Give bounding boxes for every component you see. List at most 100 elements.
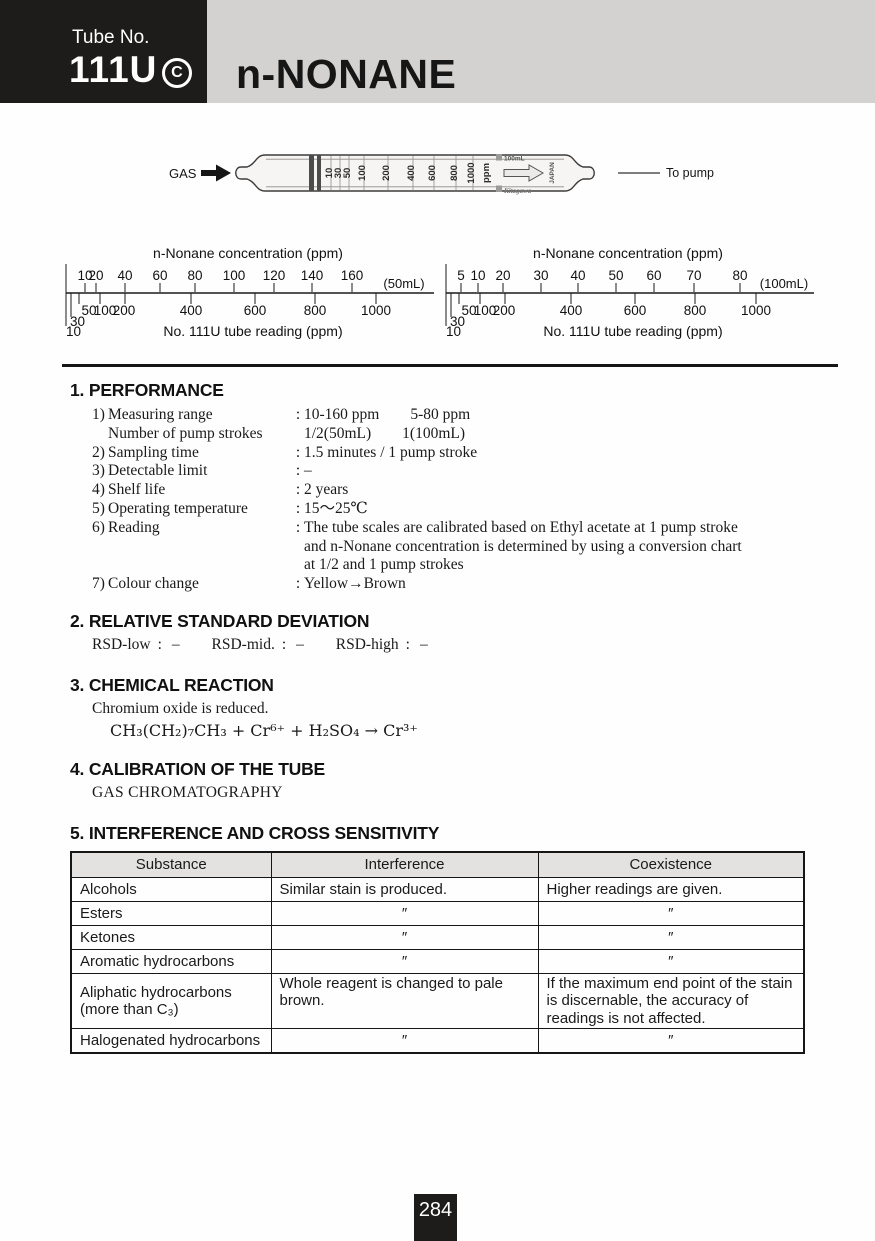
svg-text:100: 100 bbox=[357, 165, 368, 181]
performance-row: 1) Measuring range:10-160 ppm 5-80 ppm bbox=[92, 406, 471, 423]
to-pump-label: To pump bbox=[666, 166, 714, 180]
svg-text:200: 200 bbox=[493, 303, 516, 318]
svg-text:30: 30 bbox=[533, 268, 548, 283]
rsd-mid: RSD-mid.: – bbox=[211, 635, 304, 653]
tube-volume-label: 100mL bbox=[504, 156, 525, 163]
circled-c-mark: C bbox=[162, 58, 193, 88]
tube-number-label: Tube No. bbox=[72, 27, 150, 48]
performance-row: 7) Colour change: Yellow→Brown bbox=[92, 575, 406, 593]
svg-text:70: 70 bbox=[686, 268, 701, 283]
rsd-low: RSD-low: – bbox=[92, 635, 180, 653]
svg-text:ppm: ppm bbox=[481, 163, 492, 183]
performance-row: 5) Operating temperature:15～25℃ bbox=[92, 499, 368, 517]
table-row: Alcohols Similar stain is produced. High… bbox=[70, 876, 805, 902]
column-header-substance: Substance bbox=[70, 851, 272, 878]
svg-text:1000: 1000 bbox=[741, 303, 771, 318]
svg-text:5: 5 bbox=[457, 268, 465, 283]
conversion-charts: n-Nonane concentration (ppm) 10 20 40 60 80 10… bbox=[58, 238, 875, 341]
svg-text:200: 200 bbox=[113, 303, 136, 318]
svg-text:80: 80 bbox=[732, 268, 747, 283]
svg-text:800: 800 bbox=[684, 303, 707, 318]
svg-text:60: 60 bbox=[152, 268, 167, 283]
performance-heading: 1. PERFORMANCE bbox=[70, 380, 224, 400]
svg-text:(100mL): (100mL) bbox=[760, 276, 808, 291]
svg-text:120: 120 bbox=[263, 268, 286, 283]
tube-print-mark bbox=[496, 185, 502, 192]
svg-text:50: 50 bbox=[342, 168, 353, 179]
svg-text:50: 50 bbox=[461, 303, 476, 318]
svg-text:400: 400 bbox=[560, 303, 583, 318]
page-header: Tube No. 111U C n-NONANE bbox=[0, 0, 875, 103]
performance-list: 1) Measuring range:10-160 ppm 5-80 ppm Nu… bbox=[92, 406, 839, 594]
chemical-reaction-heading: 3. CHEMICAL REACTION bbox=[70, 674, 274, 695]
svg-text:(50mL): (50mL) bbox=[383, 276, 424, 291]
svg-text:600: 600 bbox=[244, 303, 267, 318]
performance-row: Number of pump strokes 1/2(50mL) 1(100mL) bbox=[108, 424, 466, 442]
gas-label: GAS bbox=[169, 166, 197, 181]
page-content: 1. PERFORMANCE 1) Measuring range:10-160 … bbox=[0, 380, 875, 1055]
svg-text:600: 600 bbox=[624, 303, 647, 318]
svg-text:n-Nonane concentration (ppm): n-Nonane concentration (ppm) bbox=[533, 245, 723, 261]
svg-text:No. 111U tube reading (ppm): No. 111U tube reading (ppm) bbox=[543, 323, 722, 339]
performance-row: 4) Shelf life:2 years bbox=[92, 481, 349, 499]
calibration-method: GAS CHROMATOGRAPHY bbox=[92, 783, 283, 801]
svg-text:800: 800 bbox=[449, 165, 460, 181]
interference-heading: 5. INTERFERENCE AND CROSS SENSITIVITY bbox=[70, 822, 440, 843]
svg-text:160: 160 bbox=[341, 268, 364, 283]
svg-text:50: 50 bbox=[608, 268, 623, 283]
svg-text:100: 100 bbox=[94, 303, 117, 318]
svg-text:1000: 1000 bbox=[466, 162, 477, 183]
interference-table: Substance Interference Coexistence Alcoh… bbox=[70, 850, 805, 1055]
tube-brand-label: Kitagawa bbox=[503, 187, 532, 195]
svg-text:40: 40 bbox=[570, 268, 585, 283]
svg-text:140: 140 bbox=[301, 268, 324, 283]
table-header-row: Substance Interference Coexistence bbox=[70, 851, 805, 878]
tube-number-box: Tube No. 111U C bbox=[0, 0, 207, 103]
svg-text:50: 50 bbox=[81, 303, 96, 318]
table-row: Esters ″ ″ bbox=[70, 900, 805, 926]
svg-text:10: 10 bbox=[324, 168, 335, 179]
tube-print-mark bbox=[496, 154, 502, 161]
section-divider bbox=[62, 364, 838, 367]
column-header-interference: Interference bbox=[270, 851, 539, 878]
conversion-chart-100ml: n-Nonane concentration (ppm) 5 10 20 30 40 50 6… bbox=[445, 245, 814, 339]
rsd-values: RSD-low: – RSD-mid.: – RSD-high: – bbox=[92, 636, 839, 654]
svg-text:40: 40 bbox=[117, 268, 132, 283]
svg-text:20: 20 bbox=[495, 268, 510, 283]
performance-row: 2) Sampling time:1.5 minutes / 1 pump str… bbox=[92, 443, 478, 461]
calibration-heading: 4. CALIBRATION OF THE TUBE bbox=[70, 758, 326, 779]
svg-text:No. 111U tube reading (ppm): No. 111U tube reading (ppm) bbox=[163, 323, 342, 339]
svg-text:100: 100 bbox=[223, 268, 246, 283]
svg-text:20: 20 bbox=[88, 268, 103, 283]
table-row: Halogenated hydrocarbons ″ ″ bbox=[70, 1028, 805, 1054]
svg-text:10: 10 bbox=[446, 324, 461, 339]
tube-number: 111U C bbox=[69, 49, 193, 91]
tube-seal-band bbox=[309, 155, 314, 191]
rsd-high: RSD-high: – bbox=[335, 635, 428, 653]
column-header-coexistence: Coexistence bbox=[537, 851, 805, 878]
svg-text:1000: 1000 bbox=[361, 303, 391, 318]
page-number: 284 bbox=[418, 1199, 453, 1221]
page-title: n-NONANE bbox=[236, 51, 457, 97]
svg-text:30: 30 bbox=[333, 168, 344, 179]
svg-text:10: 10 bbox=[77, 268, 92, 283]
flow-direction-arrow-icon bbox=[503, 164, 545, 182]
svg-text:10: 10 bbox=[66, 324, 81, 339]
performance-row: 6) Reading: The tube scales are calibrated… bbox=[92, 518, 742, 574]
table-row: Aromatic hydrocarbons ″ ″ bbox=[70, 948, 805, 974]
svg-text:800: 800 bbox=[304, 303, 327, 318]
tube-outline bbox=[235, 154, 595, 192]
chemical-reaction-description: Chromium oxide is reduced. bbox=[92, 699, 269, 717]
page-number-box: 284 bbox=[414, 1194, 457, 1241]
performance-row: 3) Detectable limit: – bbox=[92, 462, 312, 480]
tube-seal-band bbox=[317, 155, 321, 191]
table-row: Ketones ″ ″ bbox=[70, 924, 805, 950]
gas-arrow-icon bbox=[201, 164, 231, 182]
svg-text:600: 600 bbox=[427, 165, 438, 181]
table-row: Aliphatic hydrocarbons (more than C₃) Wh… bbox=[70, 972, 805, 1030]
tube-diagram: GAS 10 30 50 100 200 400 600 800 1000 ppm 100mL J… bbox=[155, 141, 715, 205]
svg-text:400: 400 bbox=[406, 165, 417, 181]
